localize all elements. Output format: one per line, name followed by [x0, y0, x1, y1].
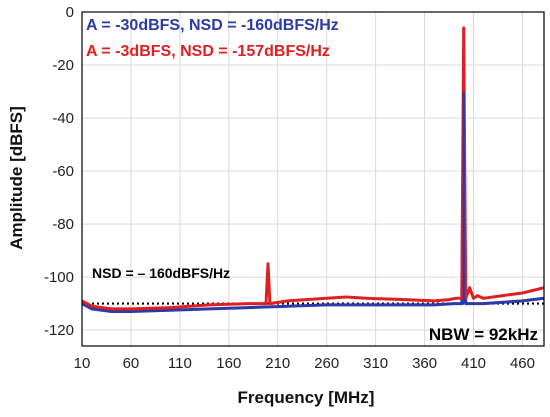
legend-entry-red: A = -3dBFS, NSD = -157dBFS/Hz [86, 43, 330, 60]
x-tick-label: 410 [461, 355, 486, 372]
x-tick-label: 260 [314, 355, 339, 372]
plot-frame [81, 11, 545, 347]
x-tick-labels: 10 60 110 160 210 260 310 360 410 460 [74, 355, 535, 372]
x-tick-label: 310 [363, 355, 388, 372]
y-tick-label: -20 [52, 57, 74, 74]
series-lines [81, 26, 545, 313]
x-tick-label: 60 [123, 355, 140, 372]
x-tick-label: 110 [168, 355, 192, 372]
y-tick-label: -120 [44, 322, 74, 339]
nbw-annotation: NBW = 92kHz [429, 325, 538, 344]
legend-entry-blue: A = -30dBFS, NSD = -160dBFS/Hz [86, 17, 339, 34]
x-axis-title: Frequency [MHz] [238, 388, 375, 407]
series-line-1 [81, 26, 545, 311]
x-tick-label: 210 [265, 355, 290, 372]
series-line-0 [81, 90, 545, 313]
y-axis-title: Amplitude [dBFS] [7, 106, 26, 250]
y-tick-label: -60 [52, 163, 74, 180]
y-tick-labels: 0 -20 -40 -60 -80 -100 -120 [44, 4, 74, 339]
y-tick-label: 0 [66, 4, 74, 21]
x-tick-label: 460 [510, 355, 535, 372]
nsd-reference-label: NSD = – 160dBFS/Hz [92, 265, 230, 281]
x-tick-label: 160 [216, 355, 241, 372]
x-tick-label: 360 [412, 355, 437, 372]
x-tick-label: 10 [74, 355, 91, 372]
y-tick-label: -100 [44, 269, 74, 286]
y-tick-label: -80 [52, 216, 74, 233]
y-tick-label: -40 [52, 110, 74, 127]
